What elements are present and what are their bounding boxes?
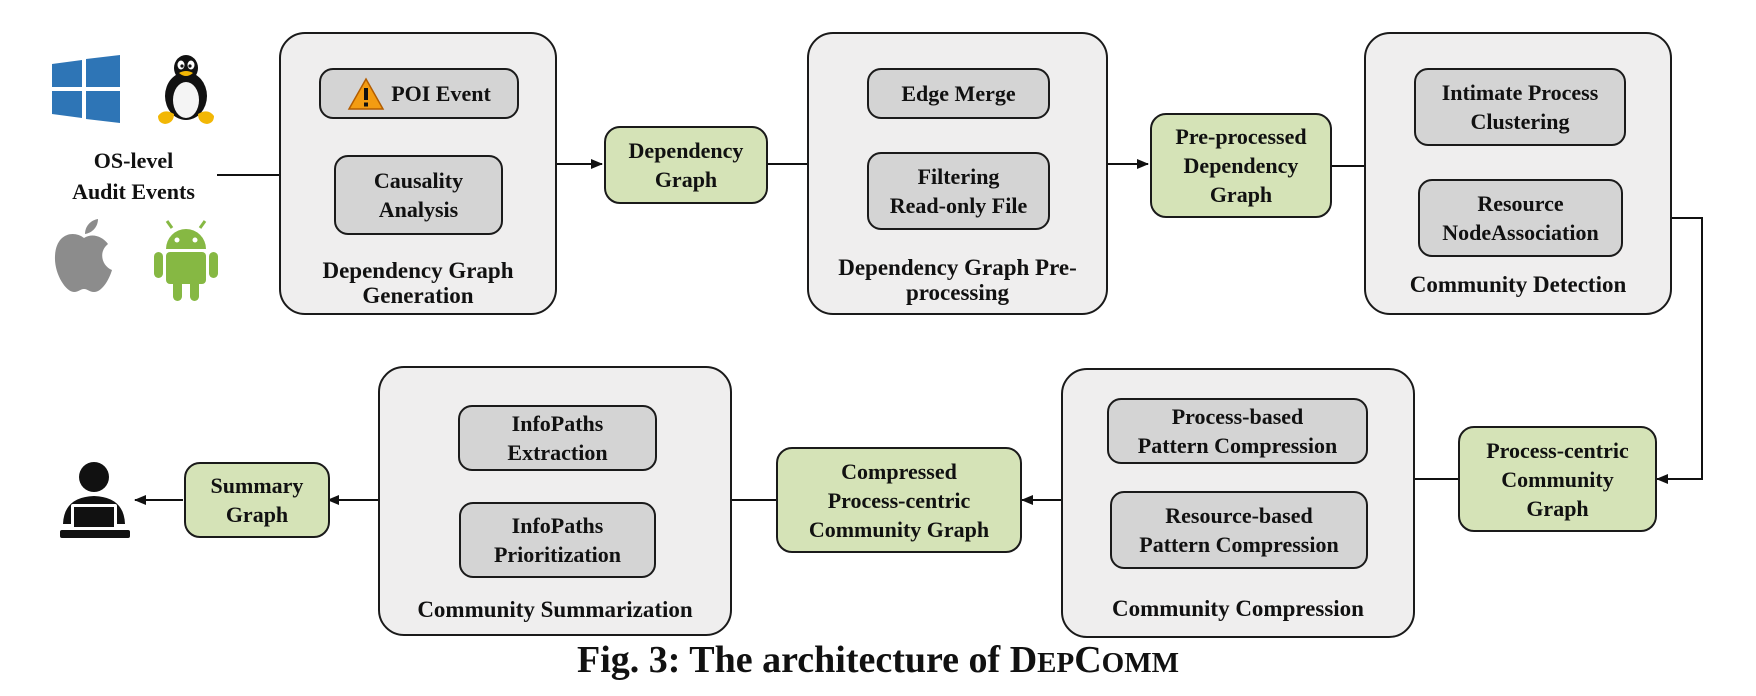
android-logo-icon <box>154 220 218 301</box>
panel-title: Community Summarization <box>417 597 693 622</box>
caption-name-initial-2: C <box>1074 639 1102 681</box>
panel-title: Dependency Graph Generation <box>322 258 514 308</box>
filtering-read-only-node[interactable]: Filtering Read-only File <box>867 152 1050 230</box>
caption-name-smallcaps-1: EP <box>1037 647 1075 679</box>
infopaths-prioritization-node[interactable]: InfoPaths Prioritization <box>459 502 656 578</box>
infopaths-extraction-node[interactable]: InfoPaths Extraction <box>458 405 657 471</box>
panel-title: Community Compression <box>1112 596 1364 621</box>
process-centric-graph-output[interactable]: Process-centric Community Graph <box>1458 426 1657 532</box>
panel-title: Community Detection <box>1409 272 1627 297</box>
caption-prefix: Fig. 3: The architecture of <box>577 639 1010 681</box>
panel-title: Dependency Graph Pre-processing <box>838 255 1077 305</box>
caption-name-smallcaps-2: OMM <box>1101 647 1179 679</box>
causality-analysis-node[interactable]: Causality Analysis <box>334 155 503 235</box>
windows-logo-icon <box>52 55 120 123</box>
resource-based-compression-node[interactable]: Resource-based Pattern Compression <box>1110 491 1368 569</box>
audit-events-label: OS-level Audit Events <box>72 148 195 204</box>
resource-node-association-node[interactable]: Resource NodeAssociation <box>1418 179 1623 257</box>
intimate-process-clustering-node[interactable]: Intimate Process Clustering <box>1414 68 1626 146</box>
analyst-at-laptop-icon <box>60 462 130 538</box>
figure-caption: Fig. 3: The architecture of DEPCOMM <box>0 638 1756 682</box>
caption-name-initial-1: D <box>1009 639 1038 681</box>
apple-logo-icon <box>54 219 112 292</box>
linux-tux-icon <box>158 55 214 124</box>
process-based-compression-node[interactable]: Process-based Pattern Compression <box>1107 398 1368 464</box>
dependency-graph-output[interactable]: Dependency Graph <box>604 126 768 204</box>
warning-icon <box>347 76 385 110</box>
summary-graph-output[interactable]: Summary Graph <box>184 462 330 538</box>
compressed-graph-output[interactable]: Compressed Process-centric Community Gra… <box>776 447 1022 553</box>
edge-merge-node[interactable]: Edge Merge <box>867 68 1050 119</box>
preprocessed-graph-output[interactable]: Pre-processed Dependency Graph <box>1150 113 1332 218</box>
poi-event-node[interactable]: POI Event <box>319 68 519 119</box>
poi-event-label: POI Event <box>391 81 491 106</box>
